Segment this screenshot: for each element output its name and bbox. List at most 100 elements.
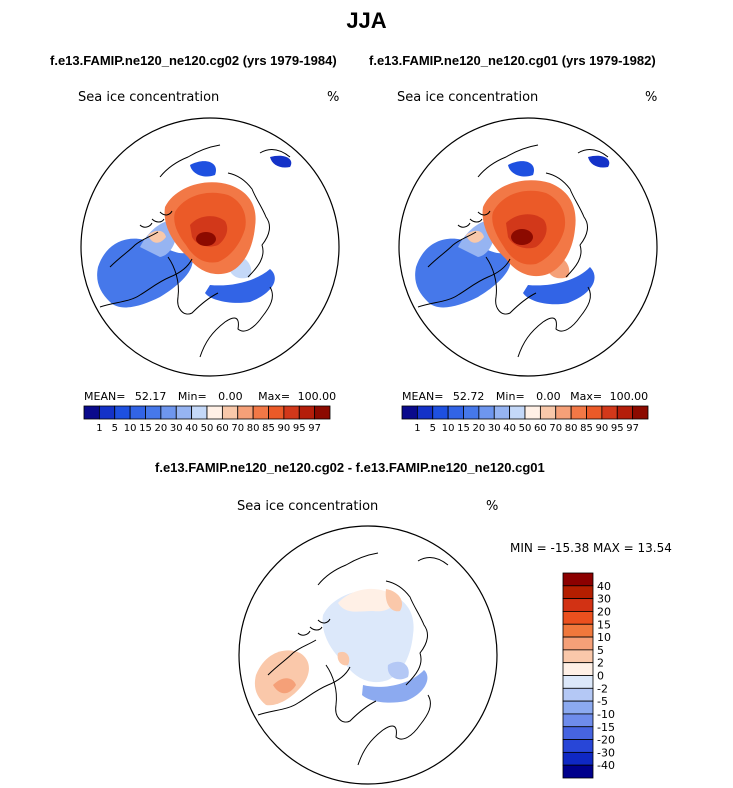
- panel2-colorbar-tick-label: 5: [430, 423, 436, 434]
- panel1-colorbar-box-15: [314, 405, 331, 420]
- panel2-colorbar-tick-label: 97: [626, 423, 639, 434]
- diff-colorbar-box-4: [562, 623, 594, 638]
- diff-colorbar-tick-label: 40: [597, 580, 611, 593]
- panel2-colorbar-tick-label: 80: [565, 423, 578, 434]
- panel1-arctic-ice-core: [196, 232, 216, 246]
- panel1-coastline-alaska: [159, 144, 291, 178]
- panel1-colorbar-tick-label: 60: [216, 423, 229, 434]
- panel2-colorbar-tick-label: 10: [442, 423, 455, 434]
- panel2-colorbar-box-5: [478, 405, 495, 420]
- panel1-coastline-europe: [199, 286, 273, 358]
- panel1-coastline-canada: [99, 231, 193, 308]
- panel1-polar-map: [80, 117, 340, 377]
- panel2-colorbar-tick-label: 15: [457, 423, 470, 434]
- panel1-max-label: Max=: [258, 390, 291, 403]
- panel1-mean-label: MEAN=: [84, 390, 126, 403]
- panel1-hudson-bay-ice: [97, 238, 193, 308]
- diff-colorbar-box-1: [562, 585, 594, 600]
- panel2-colorbar-tick-label: 30: [488, 423, 501, 434]
- panel2-coastline-siberia: [545, 172, 588, 278]
- diff-kara-negative: [387, 661, 409, 680]
- panel1-colorbar-tick-label: 15: [139, 423, 152, 434]
- panel1-colorbar-tick-label: 30: [170, 423, 183, 434]
- panel1-variable-label: Sea ice concentration: [78, 90, 220, 105]
- diff-siberian-positive: [338, 588, 395, 612]
- diff-colorbar-tick-label: 30: [597, 593, 611, 606]
- diff-coastline-canada: [257, 639, 351, 716]
- panel1-colorbar-box-10: [237, 405, 254, 420]
- panel1-colorbar-box-8: [206, 405, 223, 420]
- diff-greenland-positive: [337, 651, 350, 666]
- diff-colorbar-box-11: [562, 713, 594, 728]
- panel2-colorbar-tick-label: 1: [414, 423, 420, 434]
- panel2-colorbar-box-7: [509, 405, 526, 420]
- diff-barents-negative: [362, 670, 428, 703]
- panel1-subtitle: f.e13.FAMIP.ne120_ne120.cg02 (yrs 1979-1…: [50, 53, 337, 68]
- diff-colorbar-box-12: [562, 726, 594, 740]
- diff-colorbar-tick-label: -30: [597, 746, 615, 759]
- diff-coastline-siberia: [385, 580, 428, 686]
- diff-colorbar-tick-label: 15: [597, 618, 611, 631]
- diff-colorbar-box-14: [562, 751, 594, 766]
- diff-map-boundary: [238, 525, 498, 785]
- diff-colorbar-box-2: [562, 598, 594, 612]
- diff-colorbar-box-9: [562, 687, 594, 702]
- panel1-colorbar: 1 5 10 15 20 30 40 50 60 70 80 85 90 95 97: [83, 405, 331, 434]
- panel2-colorbar: 1 5 10 15 20 30 40 50 60 70 80 85 90 95 97: [401, 405, 649, 434]
- panel2-arctic-ice-light: [466, 230, 484, 243]
- panel2-colorbar-box-11: [570, 405, 587, 420]
- panel1-colorbar-box-9: [221, 405, 239, 420]
- panel2-colorbar-tick-label: 85: [580, 423, 593, 434]
- figure-title: JJA: [346, 8, 387, 33]
- panel2-colorbar-box-13: [601, 405, 618, 420]
- diff-colorbar-box-10: [562, 700, 594, 715]
- diff-units-label: %: [486, 499, 499, 514]
- panel2-coastline-europe: [517, 286, 591, 358]
- panel2-max-label: Max=: [570, 390, 603, 403]
- panel2-colorbar-box-8: [524, 405, 541, 420]
- panel1-coastline-islands: [139, 210, 173, 228]
- panel1-colorbar-box-13: [283, 405, 300, 420]
- diff-colorbar-box-13: [562, 739, 594, 753]
- panel1-colorbar-tick-label: 85: [262, 423, 275, 434]
- panel2-coastline-alaska: [477, 144, 609, 178]
- diff-colorbar-tick-label: 0: [597, 670, 604, 683]
- panel2-mean-label: MEAN=: [402, 390, 444, 403]
- panel2-coastline-canada: [417, 231, 511, 308]
- panel2-colorbar-box-12: [586, 405, 603, 420]
- diff-hudson-bay-positive: [254, 650, 309, 706]
- diff-colorbar-box-6: [562, 649, 594, 664]
- panel2-min-label: Min=: [495, 390, 525, 403]
- panel2-colorbar-tick-label: 60: [534, 423, 547, 434]
- diff-colorbar-box-5: [562, 636, 594, 651]
- diff-coastline-greenland: [325, 664, 377, 723]
- panel1-colorbar-tick-label: 40: [185, 423, 198, 434]
- panel1-colorbar-tick-label: 95: [293, 423, 306, 434]
- diff-colorbar-tick-label: 2: [597, 657, 604, 670]
- panel2-units-label: %: [645, 90, 658, 105]
- diff-polar-map: [238, 525, 498, 785]
- panel1-colorbar-box-5: [160, 405, 177, 420]
- panel2-colorbar-box-10: [555, 405, 572, 420]
- diff-colorbar-box-3: [562, 611, 594, 625]
- panel2-colorbar-tick-label: 50: [519, 423, 532, 434]
- panel2-map-boundary: [398, 117, 658, 377]
- panel1-colorbar-box-7: [191, 405, 208, 420]
- panel1-units-label: %: [327, 90, 340, 105]
- panel2-colorbar-box-2: [432, 405, 449, 420]
- diff-colorbar-tick-label: -2: [597, 682, 608, 695]
- panel1-colorbar-tick-label: 97: [308, 423, 321, 434]
- panel1-colorbar-tick-label: 5: [112, 423, 118, 434]
- panel2-bering-ice: [588, 155, 610, 168]
- panel1-mean-value: 52.17: [134, 390, 167, 403]
- panel1-colorbar-tick-label: 50: [201, 423, 214, 434]
- panel1-colorbar-tick-label: 10: [124, 423, 137, 434]
- diff-variable-label: Sea ice concentration: [237, 499, 379, 514]
- panel2-colorbar-tick-label: 40: [503, 423, 516, 434]
- panel2-polar-map: [398, 117, 658, 377]
- diff-colorbar-box-7: [562, 662, 594, 676]
- panel2-hudson-bay-ice: [415, 238, 511, 308]
- panel1-barents-ice: [205, 269, 275, 303]
- diff-minmax: MIN = -15.38 MAX = 13.54: [510, 541, 672, 555]
- panel2-colorbar-box-14: [616, 405, 634, 420]
